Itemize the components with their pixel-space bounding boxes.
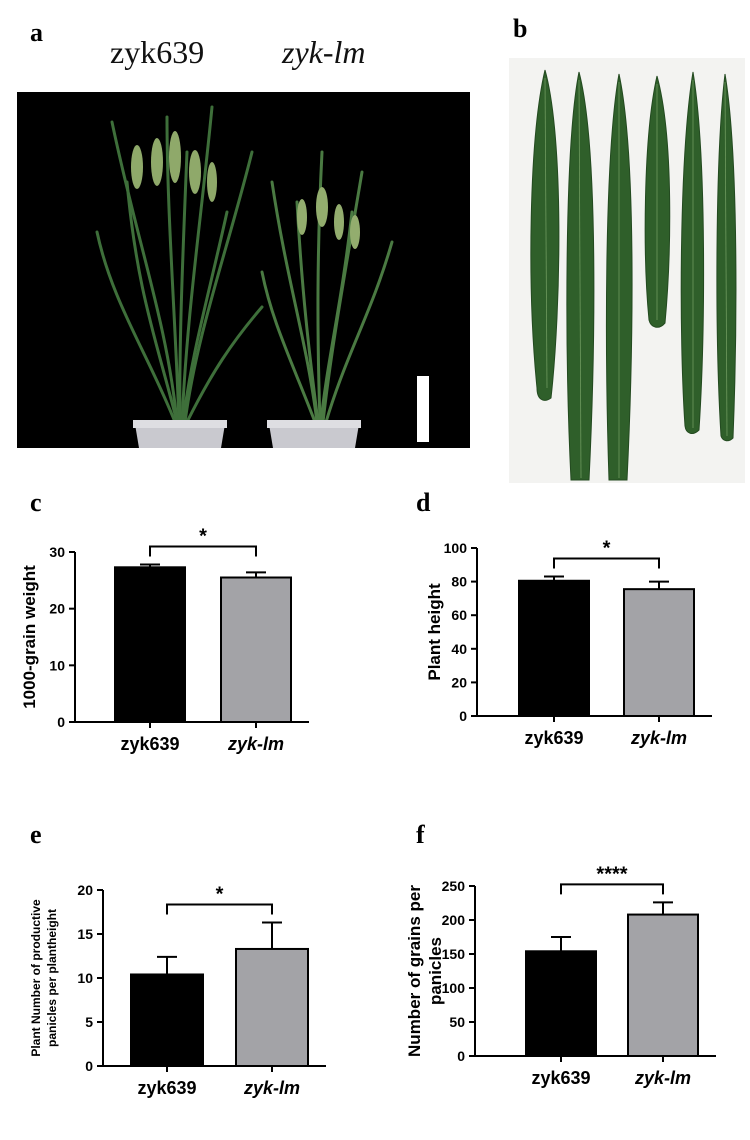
panel-letter-b: b	[513, 14, 528, 43]
panel-letter-c: c	[30, 488, 42, 517]
y-tick-label-c: 30	[49, 544, 65, 560]
y-tick-label-f: 0	[457, 1048, 465, 1064]
bar-c-0	[114, 566, 186, 723]
bar-c-1	[220, 576, 292, 723]
y-tick-label-e: 0	[85, 1058, 93, 1074]
x-tick-label-c-0: zyk639	[120, 734, 179, 754]
y-axis-label-f: Number of grains per	[405, 885, 424, 1057]
y-tick-label-f: 50	[449, 1014, 465, 1030]
significance-label-e: *	[216, 884, 224, 906]
significance-bracket-f	[560, 883, 664, 895]
bar-d-0	[518, 579, 590, 718]
panel-letter-d: d	[416, 488, 431, 517]
y-tick-label-c: 0	[57, 714, 65, 730]
significance-label-c: *	[199, 525, 207, 547]
leaves-photo	[509, 58, 745, 483]
y-tick-label-d: 60	[451, 607, 467, 623]
y-tick-label-f: 200	[442, 912, 466, 928]
x-tick-label-e-0: zyk639	[137, 1078, 196, 1098]
bar-f-0	[525, 950, 597, 1058]
y-axis-label-e: Plant Number of productive	[29, 899, 43, 1057]
x-tick-label-e-1: zyk-lm	[243, 1078, 300, 1098]
y-tick-label-d: 100	[444, 540, 468, 556]
y-axis-label-e: panicles per plantheight	[45, 909, 59, 1047]
panel-letter-f: f	[416, 820, 425, 849]
y-tick-label-f: 150	[442, 946, 466, 962]
y-axis-label-c: 1000-grain weight	[20, 565, 39, 709]
significance-label-d: *	[603, 538, 611, 560]
bar-d-1	[623, 588, 695, 717]
y-tick-label-d: 40	[451, 641, 467, 657]
x-tick-label-f-1: zyk-lm	[634, 1068, 691, 1088]
y-tick-label-d: 20	[451, 674, 467, 690]
x-tick-label-d-0: zyk639	[524, 728, 583, 748]
y-tick-label-c: 20	[49, 601, 65, 617]
y-tick-label-e: 20	[77, 882, 93, 898]
significance-bracket-c	[149, 545, 257, 557]
bar-f-1	[627, 913, 699, 1057]
photo-label-wildtype: zyk639	[110, 34, 205, 70]
y-tick-label-f: 250	[442, 878, 466, 894]
panel-letter-a: a	[30, 18, 43, 47]
y-tick-label-d: 80	[451, 574, 467, 590]
y-tick-label-d: 0	[459, 708, 467, 724]
y-tick-label-c: 10	[49, 657, 65, 673]
y-tick-label-e: 15	[77, 926, 93, 942]
y-tick-label-e: 10	[77, 970, 93, 986]
significance-bracket-d	[553, 557, 660, 569]
x-tick-label-f-0: zyk639	[531, 1068, 590, 1088]
y-tick-label-e: 5	[85, 1014, 93, 1030]
y-axis-label-d: Plant height	[425, 583, 444, 681]
y-axis-label-f: panicles	[426, 937, 445, 1005]
plant-photo	[17, 92, 470, 448]
photo-label-mutant: zyk-lm	[282, 34, 366, 70]
panel-letter-e: e	[30, 820, 42, 849]
x-tick-label-d-1: zyk-lm	[630, 728, 687, 748]
significance-bracket-e	[166, 903, 273, 915]
y-tick-label-f: 100	[442, 980, 466, 996]
significance-label-f: ****	[596, 863, 627, 885]
bar-e-0	[130, 973, 204, 1067]
bar-e-1	[235, 947, 309, 1068]
x-tick-label-c-1: zyk-lm	[227, 734, 284, 754]
